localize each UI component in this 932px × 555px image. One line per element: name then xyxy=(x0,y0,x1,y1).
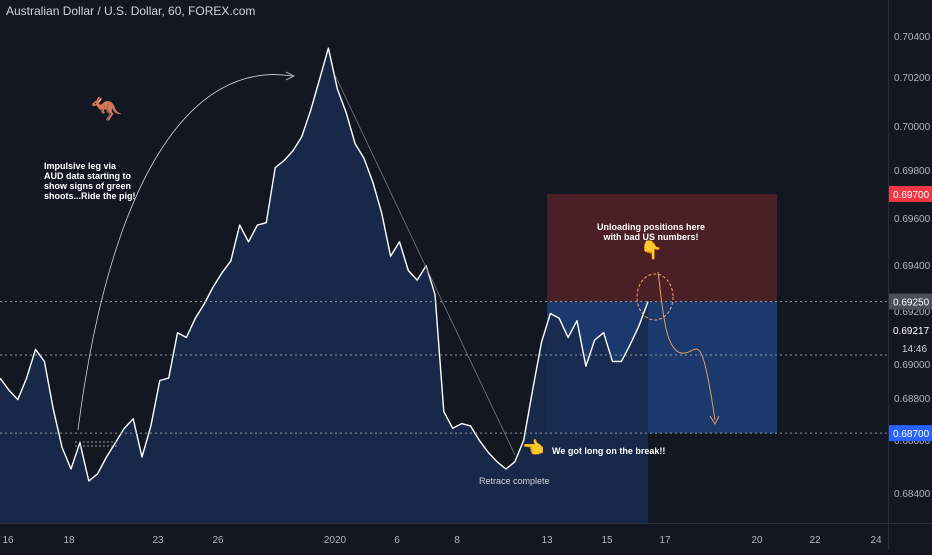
x-tick-label: 20 xyxy=(751,535,763,546)
impulse-line-1: Impulsive leg via xyxy=(44,161,117,171)
stop-price-badge-bg xyxy=(889,185,932,202)
kangaroo-icon: 🦘 xyxy=(90,94,123,124)
x-tick-label: 22 xyxy=(809,535,821,546)
point-left-icon: 👈 xyxy=(522,438,545,458)
y-tick-label: 0.69800 xyxy=(894,166,931,177)
y-tick-label: 0.70000 xyxy=(894,122,931,133)
countdown-label: 14:46 xyxy=(902,344,927,355)
x-tick-label: 23 xyxy=(152,535,164,546)
current-price-badge-bg xyxy=(889,293,932,310)
y-tick-label: 0.68600 xyxy=(894,436,931,447)
price-line xyxy=(0,47,649,482)
unload-line-1: Unloading positions here xyxy=(596,222,705,232)
entry-price-badge-bg xyxy=(889,425,932,442)
x-tick-label: 26 xyxy=(212,535,224,546)
highlight-circle xyxy=(636,273,674,321)
impulse-line-2: AUD data starting to xyxy=(44,171,132,181)
chart-title: Australian Dollar / U.S. Dollar, 60, FOR… xyxy=(6,4,256,18)
long-annotation: We got long on the break!! xyxy=(552,446,666,456)
x-tick-label: 2020 xyxy=(324,535,347,546)
y-tick-label: 0.69200 xyxy=(894,307,931,318)
price-area xyxy=(0,48,648,523)
impulse-arrow-head xyxy=(285,71,295,81)
projection-arrow-head xyxy=(709,415,720,425)
unload-annotation: Unloading positions here with bad US num… xyxy=(596,222,706,242)
stop-loss-zone xyxy=(547,193,777,302)
mid-price-badge-bg xyxy=(889,322,932,338)
x-tick-label: 24 xyxy=(870,535,882,546)
x-tick-label: 18 xyxy=(63,535,75,546)
y-tick-label: 0.68800 xyxy=(894,394,931,405)
x-tick-label: 15 xyxy=(601,535,613,546)
trend-line xyxy=(334,74,516,456)
projection-arrow xyxy=(657,271,716,421)
impulse-line-3: show signs of green xyxy=(44,181,132,191)
retrace-annotation: Retrace complete xyxy=(479,476,550,486)
impulse-line-4: shoots...Ride the pig! xyxy=(44,191,136,201)
x-tick-label: 8 xyxy=(454,535,460,546)
entry-price-badge: 0.68700 xyxy=(893,429,930,440)
y-tick-label: 0.70400 xyxy=(894,32,931,43)
x-tick-label: 13 xyxy=(541,535,553,546)
mid-price-badge: 0.69217 xyxy=(893,326,930,337)
current-price-badge: 0.69250 xyxy=(893,298,930,309)
impulse-arrow xyxy=(77,74,293,431)
x-tick-label: 6 xyxy=(394,535,400,546)
y-tick-label: 0.69400 xyxy=(894,261,931,272)
stop-price-badge: 0.69700 xyxy=(893,190,930,201)
y-tick-label: 0.69000 xyxy=(894,360,931,371)
point-down-icon: 👇 xyxy=(640,240,663,260)
y-tick-label: 0.70200 xyxy=(894,73,931,84)
y-tick-label: 0.69600 xyxy=(894,214,931,225)
impulse-annotation: Impulsive leg via AUD data starting to s… xyxy=(44,161,136,201)
unload-line-2: with bad US numbers! xyxy=(603,232,699,242)
x-tick-label: 16 xyxy=(2,535,14,546)
y-tick-label: 0.68400 xyxy=(894,489,931,500)
x-tick-label: 17 xyxy=(659,535,671,546)
